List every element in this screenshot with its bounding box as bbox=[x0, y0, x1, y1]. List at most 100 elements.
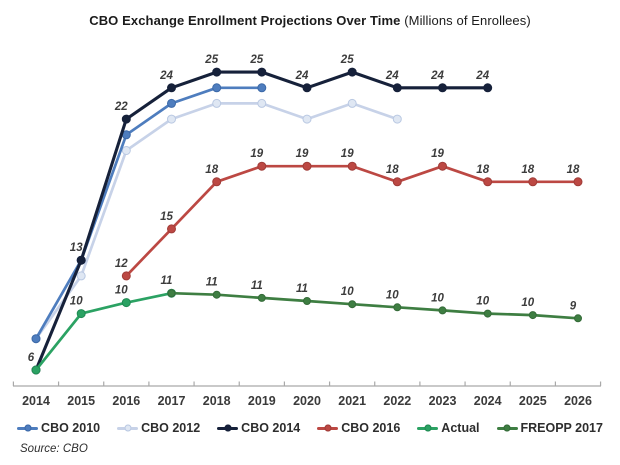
data-point-actual-2016 bbox=[121, 298, 131, 308]
x-tick-label-2017: 2017 bbox=[157, 394, 186, 408]
data-label-cbo-2016-2016: 12 bbox=[115, 258, 128, 270]
data-point-cbo-2012-2017 bbox=[167, 114, 176, 124]
data-label-cbo-2014-2020: 24 bbox=[295, 70, 309, 82]
chart-title-subtitle: (Millions of Enrollees) bbox=[400, 13, 531, 28]
data-label-cbo-2016-2019: 19 bbox=[250, 148, 263, 160]
x-tick-label-2018: 2018 bbox=[202, 394, 231, 408]
legend-label: CBO 2016 bbox=[341, 421, 401, 435]
data-label-cbo-2014-2022: 24 bbox=[385, 70, 399, 82]
data-point-cbo-2016-2017 bbox=[167, 224, 176, 234]
source-value: CBO bbox=[62, 443, 88, 455]
legend-marker-icon bbox=[217, 424, 239, 432]
data-point-cbo-2016-2016 bbox=[121, 271, 131, 281]
data-label-cbo-2016-2023: 19 bbox=[431, 148, 444, 160]
data-point-cbo-2014-2024 bbox=[483, 83, 493, 93]
legend-item-cbo-2010: CBO 2010 bbox=[17, 421, 100, 435]
data-point-freopp-2017-2024 bbox=[483, 309, 492, 318]
data-point-cbo-2016-2026 bbox=[573, 177, 583, 187]
legend-label: FREOPP 2017 bbox=[520, 421, 603, 435]
chart-title: CBO Exchange Enrollment Projections Over… bbox=[0, 13, 620, 28]
data-point-freopp-2017-2023 bbox=[438, 306, 447, 315]
data-point-freopp-2017-2017 bbox=[167, 289, 176, 298]
data-point-cbo-2016-2018 bbox=[212, 177, 222, 187]
data-point-cbo-2010-2017 bbox=[167, 98, 176, 108]
data-label-actual-2015: 10 bbox=[70, 296, 83, 308]
data-label-cbo-2016-2022: 18 bbox=[386, 164, 399, 176]
data-label-cbo-2014-2019: 25 bbox=[249, 54, 263, 66]
legend-label: CBO 2012 bbox=[141, 421, 201, 435]
data-point-cbo-2016-2025 bbox=[528, 177, 538, 187]
x-tick-label-2021: 2021 bbox=[338, 394, 367, 408]
data-point-cbo-2016-2022 bbox=[392, 177, 402, 187]
legend: CBO 2010 CBO 2012 CBO 2014 CBO 2016 Actual FR… bbox=[0, 421, 620, 435]
data-point-cbo-2014-2022 bbox=[392, 83, 402, 93]
data-point-cbo-2014-2020 bbox=[302, 83, 312, 93]
data-label-cbo-2016-2021: 19 bbox=[341, 148, 354, 160]
data-point-freopp-2017-2018 bbox=[212, 290, 221, 299]
data-point-cbo-2016-2024 bbox=[483, 177, 493, 187]
data-label-freopp-2017-2026: 9 bbox=[570, 300, 577, 312]
data-point-cbo-2014-2018 bbox=[212, 67, 222, 77]
data-label-cbo-2014-2018: 25 bbox=[204, 54, 218, 66]
x-tick-label-2026: 2026 bbox=[564, 394, 592, 408]
data-label-cbo-2016-2017: 15 bbox=[160, 211, 173, 223]
data-label-cbo-2016-2024: 18 bbox=[476, 164, 489, 176]
data-label-cbo-2016-2018: 18 bbox=[205, 164, 218, 176]
legend-item-cbo-2016: CBO 2016 bbox=[317, 421, 400, 435]
data-label-freopp-2017-2018: 11 bbox=[206, 277, 218, 289]
legend-item-cbo-2012: CBO 2012 bbox=[117, 421, 200, 435]
legend-marker-dot-icon bbox=[124, 424, 132, 432]
data-point-cbo-2016-2023 bbox=[438, 161, 447, 171]
legend-marker-dot-icon bbox=[424, 424, 432, 432]
data-label-cbo-2014-2017: 24 bbox=[159, 70, 173, 82]
data-point-freopp-2017-2025 bbox=[528, 311, 537, 320]
data-label-freopp-2017-2021: 10 bbox=[341, 286, 354, 298]
x-tick-label-2023: 2023 bbox=[428, 394, 457, 408]
data-point-cbo-2012-2022 bbox=[392, 114, 402, 124]
legend-item-cbo-2014: CBO 2014 bbox=[217, 421, 300, 435]
legend-marker-icon bbox=[496, 424, 518, 432]
data-point-cbo-2012-2021 bbox=[347, 98, 357, 108]
data-point-actual-2014 bbox=[31, 365, 41, 375]
series-line-cbo-2016 bbox=[124, 164, 580, 278]
data-point-freopp-2017-2026 bbox=[574, 314, 582, 323]
data-label-actual-2016: 10 bbox=[115, 285, 128, 297]
legend-label: CBO 2010 bbox=[41, 421, 101, 435]
legend-item-actual: Actual bbox=[417, 421, 480, 435]
x-tick-label-2025: 2025 bbox=[518, 394, 547, 408]
data-label-cbo-2014-2023: 24 bbox=[430, 70, 444, 82]
data-point-cbo-2010-2014 bbox=[31, 334, 41, 344]
data-point-cbo-2014-2021 bbox=[347, 67, 357, 77]
data-label-cbo-2016-2020: 19 bbox=[296, 148, 309, 160]
legend-marker-dot-icon bbox=[324, 424, 332, 432]
x-tick-label-2019: 2019 bbox=[247, 394, 276, 408]
x-tick-label-2016: 2016 bbox=[112, 394, 141, 408]
data-point-cbo-2014-2019 bbox=[257, 67, 267, 77]
x-tick-label-2022: 2022 bbox=[383, 394, 412, 408]
data-label-cbo-2016-2026: 18 bbox=[567, 164, 580, 176]
data-point-freopp-2017-2020 bbox=[303, 297, 311, 305]
data-point-cbo-2016-2020 bbox=[302, 161, 312, 171]
x-tick-label-2015: 2015 bbox=[67, 394, 96, 408]
chart-title-main: CBO Exchange Enrollment Projections Over… bbox=[89, 13, 401, 28]
data-point-freopp-2017-2021 bbox=[348, 300, 357, 309]
data-point-cbo-2012-2020 bbox=[302, 114, 312, 124]
legend-marker-icon bbox=[417, 424, 439, 432]
legend-label: Actual bbox=[441, 421, 480, 435]
data-label-cbo-2014-2016: 22 bbox=[114, 101, 128, 113]
legend-marker-dot-icon bbox=[503, 424, 511, 432]
data-label-freopp-2017-2024: 10 bbox=[476, 296, 489, 308]
data-point-cbo-2010-2018 bbox=[212, 83, 222, 93]
legend-label: CBO 2014 bbox=[241, 421, 301, 435]
data-point-cbo-2012-2015 bbox=[76, 271, 86, 281]
data-point-cbo-2012-2018 bbox=[212, 98, 222, 108]
legend-marker-dot-icon bbox=[224, 424, 232, 432]
source-label: Source: bbox=[20, 443, 60, 455]
x-tick-label-2020: 2020 bbox=[293, 394, 321, 408]
data-label-cbo-2016-2025: 18 bbox=[521, 164, 534, 176]
series-line-cbo-2014 bbox=[34, 70, 490, 372]
data-point-cbo-2014-2017 bbox=[167, 83, 176, 93]
data-point-cbo-2014-2023 bbox=[438, 83, 447, 93]
legend-item-freopp-2017: FREOPP 2017 bbox=[496, 421, 603, 435]
